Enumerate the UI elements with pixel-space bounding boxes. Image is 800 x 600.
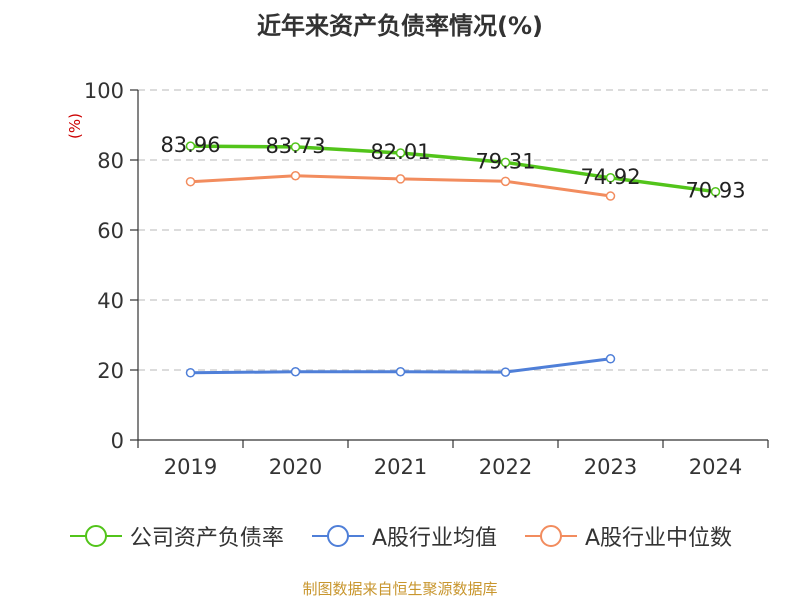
legend-line-circle-icon [69,525,122,547]
legend-item-industry-mean[interactable]: A股行业均值 [310,520,497,552]
data-point [500,176,511,187]
data-label: 83.73 [265,134,325,158]
data-label: 70.93 [685,179,745,203]
legend-line-circle-icon [525,525,577,547]
data-point [500,157,511,168]
data-point [395,367,406,377]
data-point [605,354,616,364]
x-tick-label: 2022 [479,455,532,479]
legend-item-company[interactable]: 公司资产负债率 [68,520,284,552]
legend: 公司资产负债率 A股行业均值 A股行业中位数 [0,520,800,552]
data-point [185,141,196,151]
data-point [290,171,301,181]
legend-line-circle-icon [311,525,364,547]
y-tick-label: 0 [111,429,124,453]
data-label: 79.31 [475,149,535,173]
data-point [605,191,616,201]
legend-label: A股行业均值 [371,526,497,551]
data-point [185,368,196,378]
data-point [605,173,616,183]
y-tick-label: 40 [97,289,124,313]
data-point [290,142,301,152]
data-point [395,148,406,158]
data-point [395,174,406,184]
data-point [290,367,301,377]
chart-title: 近年来资产负债率情况(%) [257,12,543,40]
data-label: 83.96 [160,133,220,157]
data-point [710,186,721,197]
x-tick-label: 2024 [689,455,742,479]
y-axis-label: (%) [66,113,84,139]
data-point [185,176,196,187]
data-point [500,367,511,377]
x-tick-label: 2020 [269,455,322,479]
y-tick-label: 100 [84,79,124,103]
legend-label: 公司资产负债率 [129,526,284,551]
x-tick-label: 2019 [164,455,217,479]
y-tick-label: 60 [97,219,124,243]
data-source-note: 制图数据来自恒生聚源数据库 [302,580,498,598]
legend-label: A股行业中位数 [585,526,733,551]
series-line [190,144,716,194]
data-label: 82.01 [370,140,430,164]
legend-item-industry-median[interactable]: A股行业中位数 [523,520,732,552]
y-tick-label: 80 [97,149,124,173]
data-label: 74.92 [580,165,640,189]
x-tick-label: 2021 [374,455,427,479]
x-tick-label: 2023 [584,455,637,479]
y-tick-label: 20 [97,359,124,383]
